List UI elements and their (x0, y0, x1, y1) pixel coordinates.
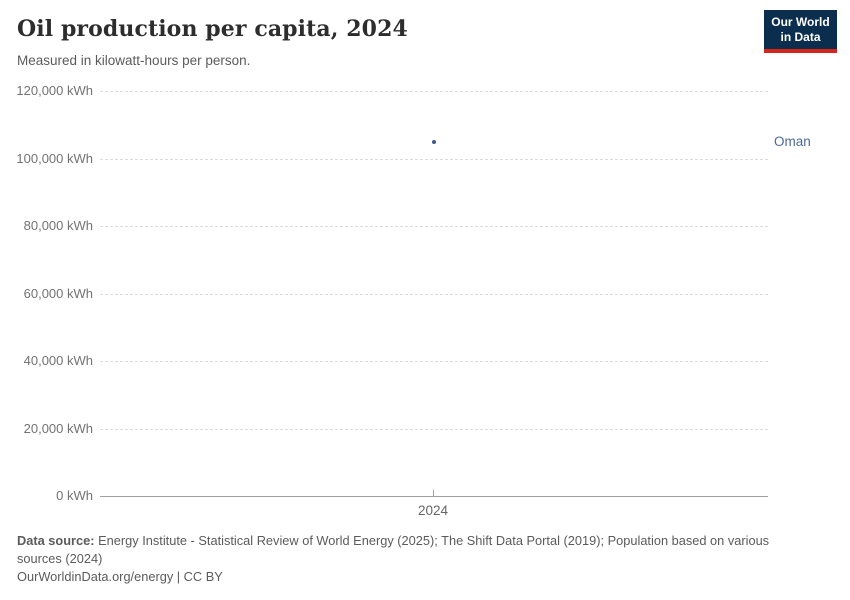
gridline (100, 361, 768, 362)
x-axis-line (100, 496, 768, 497)
owid-logo[interactable]: Our World in Data (764, 10, 837, 53)
y-axis-tick-label: 100,000 kWh (16, 150, 93, 166)
owid-logo-line2: in Data (780, 30, 821, 44)
x-axis-tick-label: 2024 (417, 503, 449, 518)
gridline (100, 91, 768, 92)
data-point-oman[interactable] (431, 139, 436, 144)
y-axis-tick-label: 60,000 kWh (23, 285, 93, 301)
y-axis-tick-label: 120,000 kWh (16, 83, 93, 98)
gridline (100, 158, 768, 160)
owid-logo-line1: Our World (771, 15, 830, 29)
chart-footer: Data source: Energy Institute - Statisti… (17, 532, 817, 586)
data-source-line: Data source: Energy Institute - Statisti… (17, 532, 817, 568)
y-axis-tick-label: 0 kWh (56, 488, 93, 503)
entity-label-oman[interactable]: Oman (774, 133, 811, 149)
y-axis-tick-label: 20,000 kWh (23, 420, 93, 436)
footer-link-line[interactable]: OurWorldinData.org/energy | CC BY (17, 569, 223, 584)
gridline (100, 293, 768, 295)
x-axis-tick-mark (433, 490, 434, 496)
data-source-text: Energy Institute - Statistical Review of… (17, 533, 770, 566)
chart-subtitle: Measured in kilowatt-hours per person. (17, 53, 251, 68)
chart-title: Oil production per capita, 2024 (17, 16, 408, 42)
gridline (100, 428, 768, 430)
data-source-label: Data source: (17, 533, 95, 548)
gridline (100, 226, 768, 227)
y-axis-tick-label: 40,000 kWh (23, 353, 93, 368)
y-axis-tick-label: 80,000 kWh (23, 218, 93, 233)
